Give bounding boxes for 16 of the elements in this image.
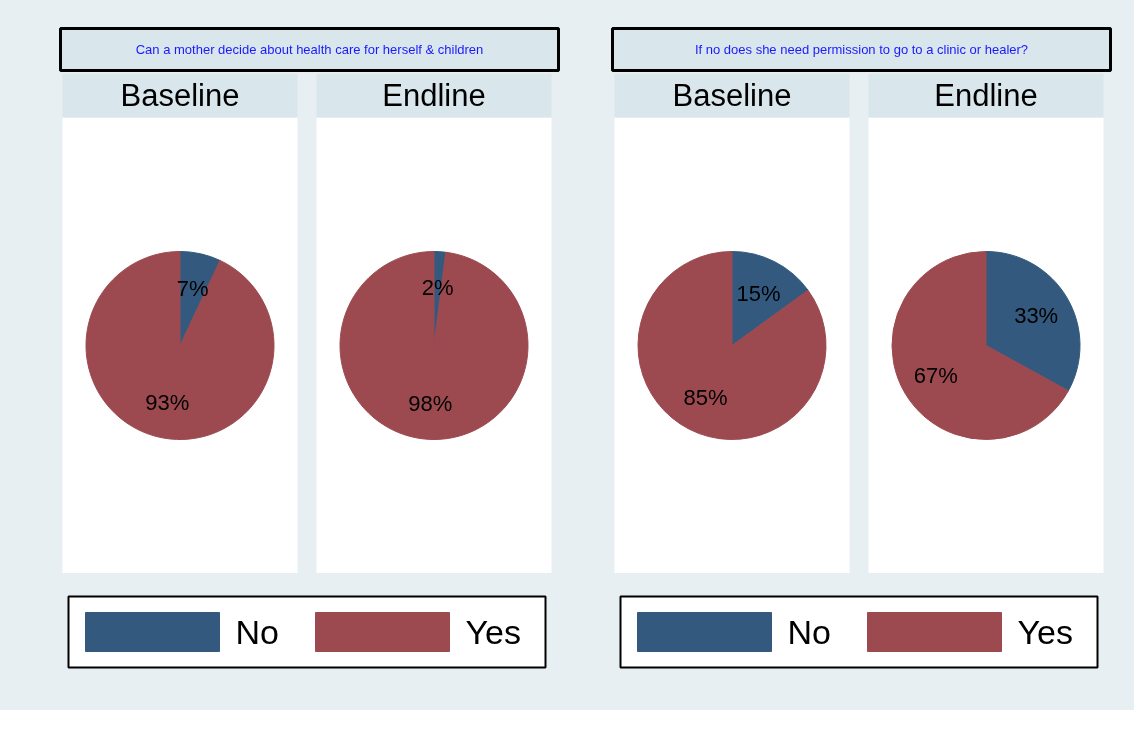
data-label: 67% xyxy=(913,362,958,388)
chart-title: Baseline xyxy=(672,78,792,113)
legend-label: No xyxy=(787,613,831,651)
chart-title: Endline xyxy=(934,78,1038,113)
data-label: 33% xyxy=(1014,303,1059,329)
data-label: 98% xyxy=(408,391,453,417)
data-label: 85% xyxy=(683,384,728,410)
legend-label: No xyxy=(235,613,279,651)
chart-title: Endline xyxy=(382,78,486,113)
data-label: 15% xyxy=(736,281,781,307)
data-label: 93% xyxy=(145,389,190,415)
text: Can a mother decide about health care for herself & children xyxy=(135,42,484,57)
text: If no does she need permission to go to a clinic or healer? xyxy=(694,42,1029,57)
chart-title: Baseline xyxy=(120,78,240,113)
legend-label: Yes xyxy=(1017,613,1073,651)
legend-label: Yes xyxy=(465,613,521,651)
